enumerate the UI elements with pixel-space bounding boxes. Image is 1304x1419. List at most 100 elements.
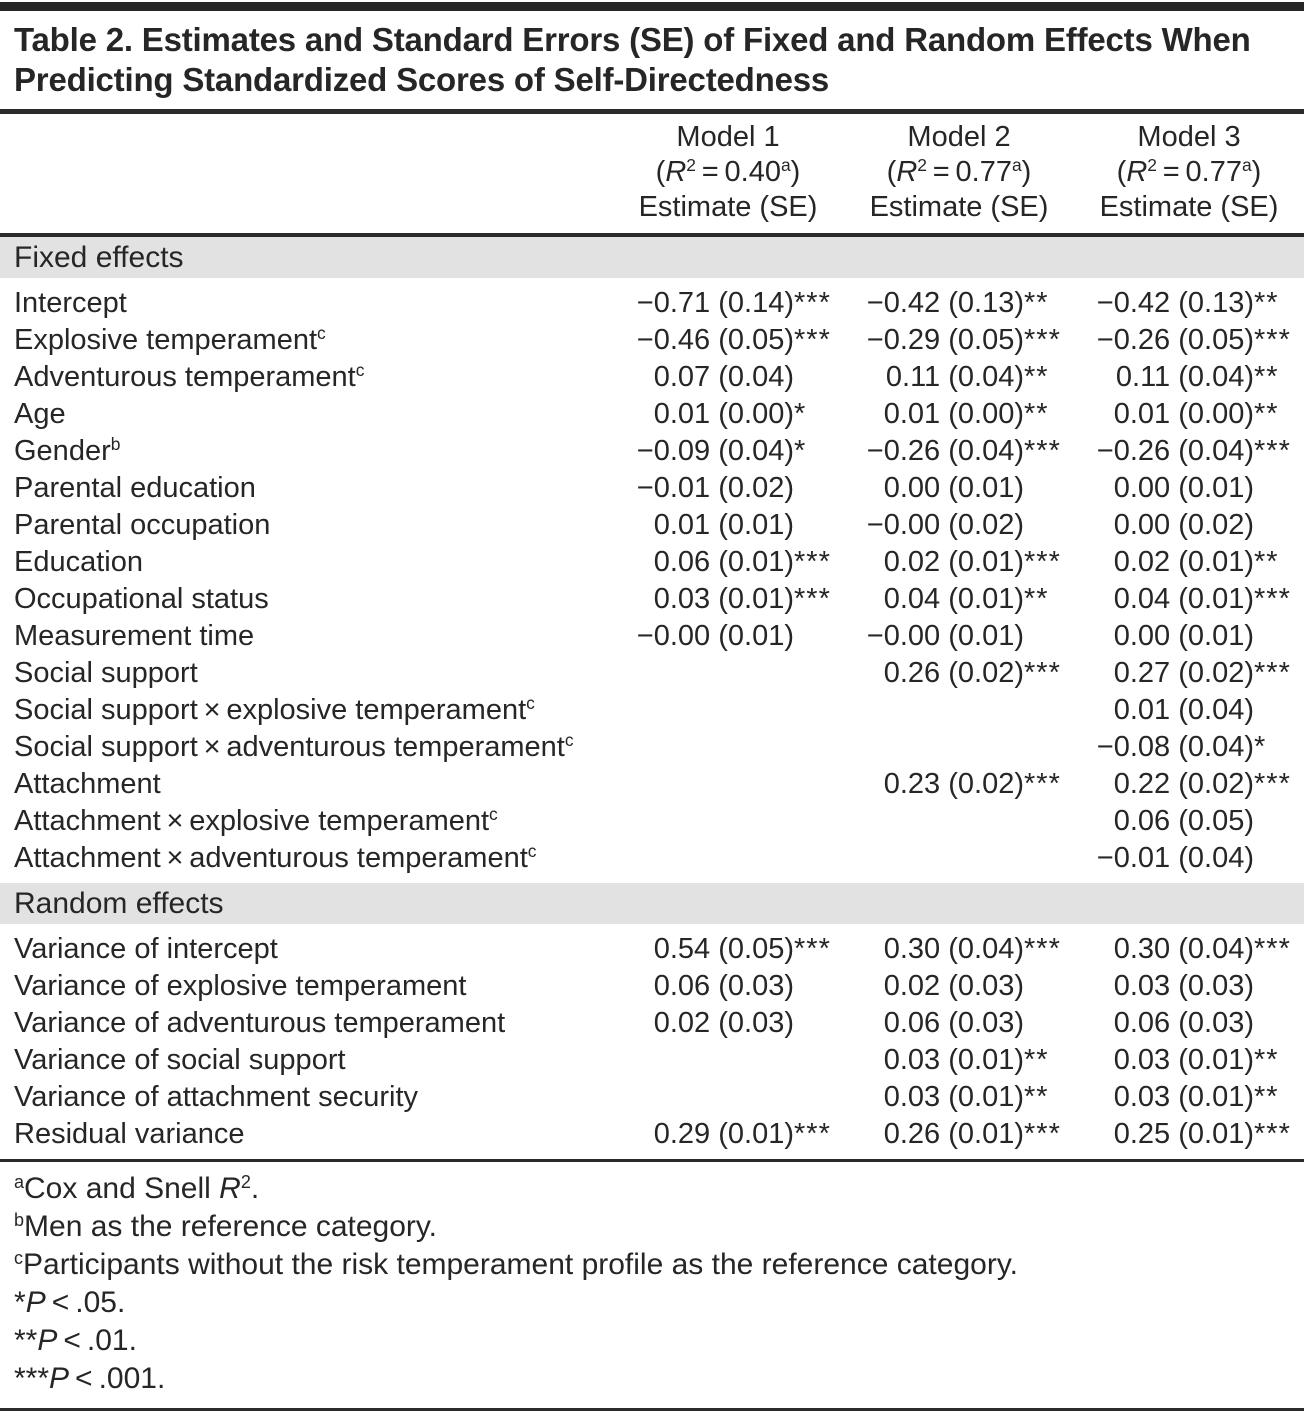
table-row: Explosive temperamentc −0.46 (0.05) *** −0.… [0,322,1304,359]
row-label: Variance of social support [14,1044,346,1076]
estimate-value: 0.06 (0.01) [653,546,794,578]
estimate-value: 0.22 (0.02) [1113,768,1254,800]
estimate-value: 0.03 (0.01) [883,1081,1024,1113]
estimate-cell: 0.03 (0.01) ** [844,1042,1074,1079]
section-rows: Variance of intercept 0.54 (0.05) *** 0.30 … [0,924,1304,1159]
estimate-cell: 0.03 (0.03) [1074,968,1304,1005]
model3-r2: (R2 = 0.77a) [1116,155,1262,188]
footnote: **P < .01. [0,1322,1304,1360]
footnote-divider-rule [0,1159,1304,1162]
estimate-cell: 0.29 (0.01) *** [612,1116,844,1153]
significance-stars [1024,803,1074,840]
estimate-cell: −0.00 (0.01) [844,618,1074,655]
estimate-cell: 0.01 (0.00) ** [844,396,1074,433]
row-label-cell: Attachment × explosive temperamentc [0,803,612,840]
significance-stars [794,655,844,692]
row-label-cell: Adventurous temperamentc [0,359,612,396]
footnote-text: ** [14,1324,38,1357]
estimate-value: −0.00 (0.02) [866,509,1024,541]
significance-stars: *** [1254,435,1291,467]
significance-stars: *** [1024,324,1061,356]
estimate-cell [844,692,1074,729]
estimate-value: 0.00 (0.02) [1113,509,1254,541]
significance-stars: ** [1254,398,1279,430]
footnote: bMen as the reference category. [0,1208,1304,1246]
table-row: Adventurous temperamentc 0.07 (0.04) 0.11 … [0,359,1304,396]
estimate-cell: 0.25 (0.01) *** [1074,1116,1304,1153]
significance-stars: * [794,435,807,467]
estimate-cell [612,692,844,729]
significance-stars [1254,840,1304,877]
significance-stars [1024,729,1074,766]
estimate-cell: 0.07 (0.04) [612,359,844,396]
row-label: Age [14,398,66,430]
estimate-value: −0.00 (0.01) [636,620,794,652]
estimate-cell: 0.01 (0.00) * [612,396,844,433]
estimate-value: −0.42 (0.13) [866,287,1024,319]
estimate-cell: 0.11 (0.04) ** [1074,359,1304,396]
estimate-cell: 0.00 (0.01) [844,470,1074,507]
table-row: Variance of intercept 0.54 (0.05) *** 0.30 … [0,931,1304,968]
significance-stars [1024,470,1074,507]
row-label-superscript: c [526,693,535,714]
estimate-cell: 0.27 (0.02) *** [1074,655,1304,692]
significance-stars: *** [794,287,831,319]
estimate-cell: −0.26 (0.05) *** [1074,322,1304,359]
significance-stars: *** [1024,1118,1061,1150]
estimate-value: 0.27 (0.02) [1113,657,1254,689]
row-label: Social support × explosive temperament [14,694,527,726]
estimate-cell: 0.01 (0.01) [612,507,844,544]
estimate-cell: −0.00 (0.02) [844,507,1074,544]
significance-stars: *** [1024,933,1061,965]
estimate-value [612,729,794,766]
estimate-cell: −0.08 (0.04) * [1074,729,1304,766]
estimate-cell: −0.29 (0.05) *** [844,322,1074,359]
row-label: Variance of adventurous temperament [14,1007,506,1039]
significance-stars: *** [794,933,831,965]
row-label-cell: Intercept [0,285,612,322]
estimate-cell: 0.02 (0.03) [612,1005,844,1042]
footnotes-block: aCox and Snell R2. bMen as the reference … [0,1162,1304,1408]
row-label-cell: Social support × explosive temperamentc [0,692,612,729]
row-label: Measurement time [14,620,255,652]
model3-name: Model 3 [1137,121,1241,153]
estimate-value: 0.03 (0.01) [653,583,794,615]
estimate-cell: 0.01 (0.04) [1074,692,1304,729]
estimate-cell: −0.00 (0.01) [612,618,844,655]
footnote-text: b [14,1210,25,1231]
table-row: Occupational status 0.03 (0.01) *** 0.04 (0… [0,581,1304,618]
row-label: Parental education [14,472,256,504]
significance-stars: ** [1254,1044,1279,1076]
estimate-cell [612,729,844,766]
estimate-cell: 0.54 (0.05) *** [612,931,844,968]
estimate-cell: 0.30 (0.04) *** [844,931,1074,968]
estimate-cell: 0.04 (0.01) ** [844,581,1074,618]
significance-stars [1024,618,1074,655]
significance-stars [794,840,844,877]
row-label-cell: Explosive temperamentc [0,322,612,359]
significance-stars [794,729,844,766]
row-label: Education [14,546,143,578]
significance-stars [794,803,844,840]
estimate-value [844,840,1024,877]
table-row: Education 0.06 (0.01) *** 0.02 (0.01) *** 0.0… [0,544,1304,581]
estimate-value: 0.29 (0.01) [653,1118,794,1150]
estimate-cell: 0.03 (0.01) *** [612,581,844,618]
estimate-value [612,692,794,729]
significance-stars [1254,470,1304,507]
title-divider-rule [0,109,1304,114]
estimate-cell [612,655,844,692]
estimate-value: 0.03 (0.01) [1113,1044,1254,1076]
section-rows: Intercept −0.71 (0.14) *** −0.42 (0.13) ** −0… [0,278,1304,883]
estimate-value: −0.01 (0.02) [636,472,794,504]
estimate-value: −0.71 (0.14) [636,287,794,319]
significance-stars: *** [794,324,831,356]
estimate-value: 0.06 (0.05) [1113,805,1254,837]
significance-stars: ** [1024,1081,1049,1113]
table-row: Attachment × adventurous temperamentc −0.… [0,840,1304,877]
estimate-value: 0.11 (0.04) [1115,361,1254,393]
estimate-value: 0.01 (0.00) [883,398,1024,430]
estimate-cell: −0.42 (0.13) ** [844,285,1074,322]
estimate-value: 0.26 (0.01) [883,1118,1024,1150]
